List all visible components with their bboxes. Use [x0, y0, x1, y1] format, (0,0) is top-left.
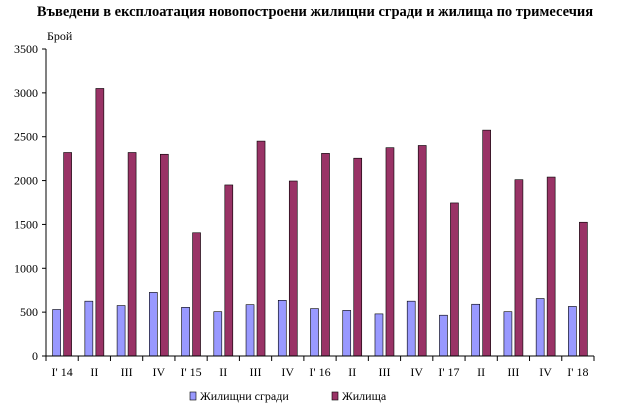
x-tick-label: III — [507, 365, 519, 379]
x-tick-label: II — [477, 365, 485, 379]
bar-dwellings — [579, 221, 588, 357]
bar-buildings — [342, 310, 352, 357]
x-tick-label: IV — [152, 365, 165, 379]
legend-label: Жилища — [342, 389, 387, 403]
y-axis-ticks: 0 500 1000 1500 2000 2500 3000 3500 — [14, 42, 46, 363]
bar-buildings — [503, 311, 513, 357]
bar-dwellings — [514, 179, 524, 357]
x-tick-label: I' 17 — [438, 365, 459, 379]
bar-dwellings — [450, 202, 459, 357]
bar-dwellings — [321, 153, 330, 357]
bars — [52, 88, 588, 357]
x-tick-label: IV — [410, 365, 423, 379]
bar-dwellings — [353, 157, 363, 357]
y-tick-label: 3500 — [14, 42, 38, 56]
bar-buildings — [52, 309, 61, 357]
bar-buildings — [535, 298, 545, 357]
x-tick-label: I' 16 — [309, 365, 330, 379]
bar-buildings — [245, 304, 255, 357]
chart-title: Въведени в експлоатация новопостроени жи… — [36, 4, 594, 20]
y-tick-label: 500 — [20, 305, 38, 319]
x-tick-label: II — [348, 365, 356, 379]
bar-buildings — [181, 307, 190, 357]
x-tick-label: IV — [539, 365, 552, 379]
bar-buildings — [439, 314, 448, 357]
bar-buildings — [149, 292, 158, 357]
legend-swatch — [189, 391, 197, 401]
legend: Жилищни сгради Жилища — [189, 389, 387, 403]
y-tick-label: 1500 — [14, 217, 38, 231]
bar-buildings — [406, 300, 416, 357]
y-tick-label: 3000 — [14, 86, 38, 100]
bar-dwellings — [417, 145, 427, 357]
bar-dwellings — [385, 147, 395, 357]
x-tick-label: I' 14 — [52, 365, 73, 379]
bar-dwellings — [288, 180, 298, 357]
x-tick-label: III — [121, 365, 133, 379]
bar-dwellings — [63, 152, 72, 357]
x-tick-label: III — [250, 365, 262, 379]
legend-swatch — [331, 391, 339, 401]
y-tick-label: 1000 — [14, 261, 38, 275]
bar-dwellings — [482, 129, 491, 357]
bar-buildings — [374, 313, 384, 357]
bar-dwellings — [95, 88, 105, 357]
bar-buildings — [310, 308, 319, 357]
bar-buildings — [277, 300, 287, 357]
x-tick-label: I' 18 — [567, 365, 588, 379]
axes — [45, 49, 594, 357]
bar-dwellings — [160, 153, 169, 357]
y-tick-label: 2500 — [14, 130, 38, 144]
bar-dwellings — [224, 184, 234, 357]
x-tick-label: IV — [281, 365, 294, 379]
x-tick-label: I' 15 — [180, 365, 201, 379]
x-axis-ticks: I' 14 II III IV I' 15 II III IV I' 16 II III IV I' 1… — [45, 356, 595, 379]
bar-buildings — [471, 303, 480, 357]
y-tick-label: 2000 — [14, 174, 38, 188]
bar-buildings — [213, 311, 223, 357]
x-tick-label: III — [378, 365, 390, 379]
x-tick-label: II — [219, 365, 227, 379]
y-axis-label: Брой — [47, 29, 73, 43]
legend-label: Жилищни сгради — [200, 389, 289, 403]
bar-buildings — [568, 306, 577, 357]
bar-dwellings — [546, 176, 556, 357]
bar-dwellings — [256, 140, 266, 357]
bar-dwellings — [192, 232, 201, 357]
bar-buildings — [84, 300, 94, 357]
bar-dwellings — [127, 152, 137, 357]
x-tick-label: II — [90, 365, 98, 379]
bar-buildings — [116, 305, 126, 357]
y-tick-label: 0 — [32, 349, 38, 363]
